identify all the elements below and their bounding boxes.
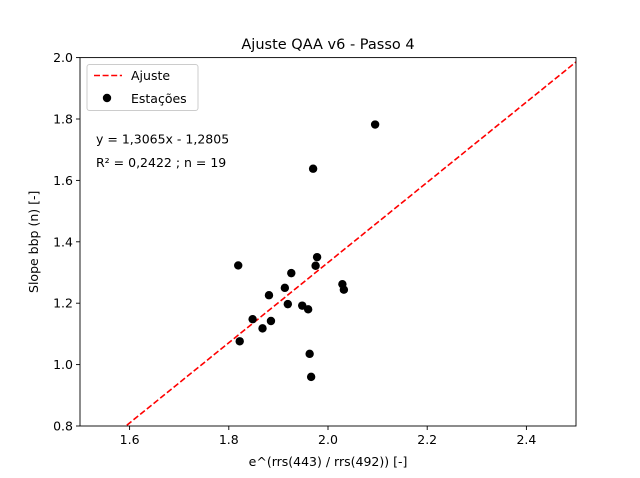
data-point <box>339 285 349 294</box>
legend-fit-label: Ajuste <box>131 68 170 83</box>
data-point <box>311 261 320 270</box>
fit-stats: R² = 0,2422 ; n = 19 <box>96 155 226 170</box>
data-point <box>303 305 313 314</box>
data-point <box>308 164 318 173</box>
data-point <box>370 120 380 129</box>
x-tick-label: 2.0 <box>318 432 338 447</box>
data-point <box>280 283 290 293</box>
data-point <box>306 372 316 382</box>
legend-marker-swatch <box>102 93 112 103</box>
fit-equation: y = 1,3065x - 1,2805 <box>96 132 229 147</box>
x-tick-label: 2.2 <box>417 432 437 447</box>
y-tick-label: 1.6 <box>53 173 73 188</box>
x-tick-label: 2.4 <box>516 432 536 447</box>
y-tick-label: 0.8 <box>53 419 73 434</box>
chart-title: Ajuste QAA v6 - Passo 4 <box>241 37 414 53</box>
plot-area <box>80 57 576 426</box>
data-point <box>234 261 243 270</box>
data-point <box>283 299 293 309</box>
y-tick-label: 1.4 <box>53 234 73 249</box>
data-point <box>258 324 267 333</box>
data-point <box>287 268 296 278</box>
y-axis-label: Slope bbp (n) [-] <box>26 191 41 293</box>
y-tick-label: 1.0 <box>53 357 73 372</box>
data-point <box>312 252 322 262</box>
data-point <box>248 314 257 324</box>
y-tick-label: 2.0 <box>53 50 73 65</box>
y-tick-label: 1.2 <box>53 296 73 311</box>
legend: Ajuste Estações <box>86 64 199 111</box>
fit-line <box>124 61 576 426</box>
data-point <box>305 349 314 359</box>
x-tick-label: 1.6 <box>120 432 140 447</box>
x-tick-label: 1.8 <box>219 432 239 447</box>
legend-marker-label: Estações <box>131 91 187 106</box>
data-point <box>266 316 276 326</box>
y-tick-label: 1.8 <box>53 112 73 127</box>
data-point <box>235 337 244 346</box>
data-point <box>264 291 274 300</box>
x-axis-label: e^(rrs(443) / rrs(492)) [-] <box>249 454 408 469</box>
